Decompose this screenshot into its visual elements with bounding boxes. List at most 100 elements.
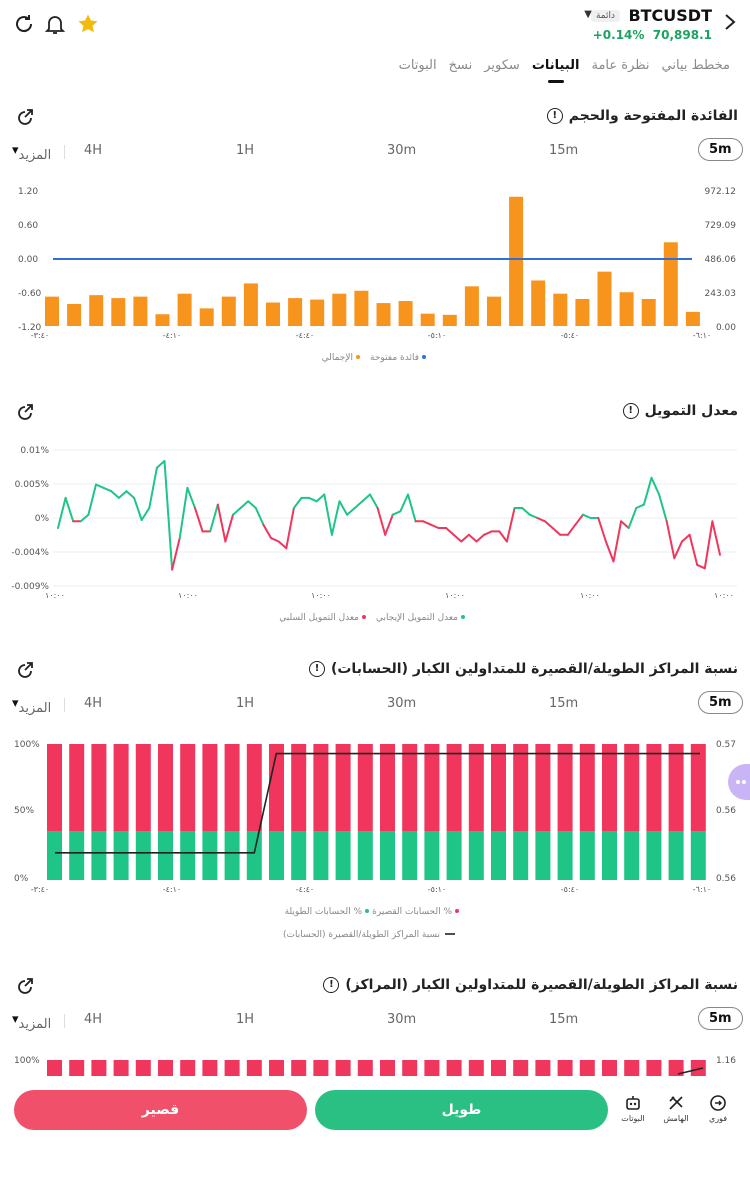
tab-square[interactable]: سكوير xyxy=(484,58,520,73)
short-bar xyxy=(513,1060,529,1076)
refresh-icon[interactable] xyxy=(12,12,36,36)
timeframe-bar: ▾ المزيد 4H 1H 30m 15m 5m xyxy=(10,138,743,166)
robot-icon xyxy=(626,1096,640,1110)
funding-segment xyxy=(391,510,402,516)
chevron-down-icon[interactable]: ▼ xyxy=(584,9,592,20)
change-percent: +0.14% xyxy=(592,28,645,42)
funding-segment xyxy=(232,507,242,516)
tf-5m[interactable]: 5m xyxy=(698,1007,743,1030)
short-bar xyxy=(202,744,218,832)
share-icon[interactable] xyxy=(14,106,36,128)
bell-icon[interactable] xyxy=(43,12,67,36)
symbol-title[interactable]: BTCUSDT xyxy=(628,6,712,25)
short-bar xyxy=(357,744,373,832)
volume-bar xyxy=(155,314,170,326)
tf-30m[interactable]: 30m xyxy=(387,696,417,711)
info-icon[interactable]: ! xyxy=(546,108,563,124)
share-icon[interactable] xyxy=(14,659,36,681)
info-icon[interactable]: ! xyxy=(622,403,639,419)
funding-segment xyxy=(376,507,387,536)
legend: معدل التمويل الإيجابي معدل التمويل السلب… xyxy=(279,613,465,623)
ratio-line xyxy=(677,1067,704,1075)
funding-segment xyxy=(64,496,75,523)
chevron-right-icon[interactable] xyxy=(722,12,738,32)
funding-segment xyxy=(467,533,478,543)
volume-bar xyxy=(597,271,612,326)
short-bar xyxy=(291,744,307,832)
long-button[interactable]: طويل xyxy=(315,1090,608,1130)
funding-segment xyxy=(574,513,584,526)
tf-15m[interactable]: 15m xyxy=(549,1012,579,1027)
volume-bar xyxy=(243,283,258,326)
legend-oi: فائدة مفتوحة xyxy=(370,353,419,363)
short-bar xyxy=(357,1060,373,1076)
tf-4h[interactable]: 4H xyxy=(84,143,103,158)
tab-overview[interactable]: نظرة عامة xyxy=(591,58,650,73)
y-tick: -0.004% xyxy=(11,548,49,558)
y-tick: 0.005% xyxy=(15,480,50,490)
tab-bots[interactable]: البوتات xyxy=(398,58,437,73)
tf-5m[interactable]: 5m xyxy=(698,138,743,161)
more-dropdown[interactable]: ▾ المزيد xyxy=(12,143,52,163)
tf-5m[interactable]: 5m xyxy=(698,691,743,714)
legend: فائدة مفتوحة الإجمالي xyxy=(322,353,426,363)
long-bar xyxy=(491,831,506,880)
tf-15m[interactable]: 15m xyxy=(549,143,579,158)
more-dropdown[interactable]: ▾ المزيد xyxy=(12,696,52,716)
funding-segment xyxy=(285,507,295,550)
funding-segment xyxy=(445,527,455,536)
tab-copy[interactable]: نسخ xyxy=(448,58,473,73)
funding-segment xyxy=(209,503,219,533)
more-dropdown[interactable]: ▾ المزيد xyxy=(12,1012,52,1032)
tf-1h[interactable]: 1H xyxy=(236,143,255,158)
short-bar xyxy=(246,744,262,832)
tab-data[interactable]: البيانات xyxy=(526,58,586,83)
section-title: نسبة المراكز الطويلة/القصيرة للمتداولين … xyxy=(308,661,738,677)
tf-4h[interactable]: 4H xyxy=(84,1012,103,1027)
funding-segment xyxy=(673,540,683,560)
short-bar xyxy=(69,1060,85,1076)
margin-shortcut[interactable]: الهامش xyxy=(661,1094,691,1123)
y-tick-left: 50% xyxy=(14,806,34,816)
short-button[interactable]: قصير xyxy=(14,1090,307,1130)
y-tick-right: 729.09 xyxy=(705,221,737,231)
short-bar xyxy=(602,1060,617,1076)
spot-shortcut[interactable]: فوري xyxy=(703,1094,733,1123)
tf-30m[interactable]: 30m xyxy=(387,143,417,158)
legend-positive: معدل التمويل الإيجابي xyxy=(376,613,458,623)
long-bar xyxy=(69,831,85,880)
funding-segment xyxy=(346,507,356,516)
short-bar xyxy=(313,1060,329,1076)
share-icon[interactable] xyxy=(14,975,36,997)
tf-15m[interactable]: 15m xyxy=(549,696,579,711)
assistant-bubble[interactable] xyxy=(728,764,750,800)
tab-chart[interactable]: مخطط بياني xyxy=(661,58,730,73)
x-tick: ١٠:٠٠ xyxy=(178,591,198,600)
long-bar xyxy=(180,831,196,880)
info-icon[interactable]: ! xyxy=(323,977,340,993)
short-bar xyxy=(468,1060,484,1076)
star-icon[interactable] xyxy=(76,12,100,36)
funding-segment xyxy=(140,507,151,521)
x-tick: -٤:١٠ xyxy=(163,885,181,894)
short-bar xyxy=(491,744,506,832)
x-tick: -٥:١٠ xyxy=(428,885,446,894)
tf-1h[interactable]: 1H xyxy=(236,696,255,711)
tf-30m[interactable]: 30m xyxy=(387,1012,417,1027)
funding-segment xyxy=(650,476,661,496)
y-tick-left: 1.20 xyxy=(18,187,38,197)
funding-segment xyxy=(620,520,630,529)
y-tick-left: 0% xyxy=(14,874,29,884)
tf-1h[interactable]: 1H xyxy=(236,1012,255,1027)
volume-bar xyxy=(376,303,391,326)
bots-label: البوتات xyxy=(621,1114,645,1123)
short-bar xyxy=(557,744,573,832)
bots-shortcut[interactable]: البوتات xyxy=(618,1094,648,1123)
share-icon[interactable] xyxy=(14,401,36,423)
short-bar xyxy=(646,1060,662,1076)
tf-4h[interactable]: 4H xyxy=(84,696,103,711)
volume-bar xyxy=(133,296,148,326)
info-icon[interactable]: ! xyxy=(308,661,325,677)
divider xyxy=(64,145,65,159)
funding-segment xyxy=(148,466,158,509)
